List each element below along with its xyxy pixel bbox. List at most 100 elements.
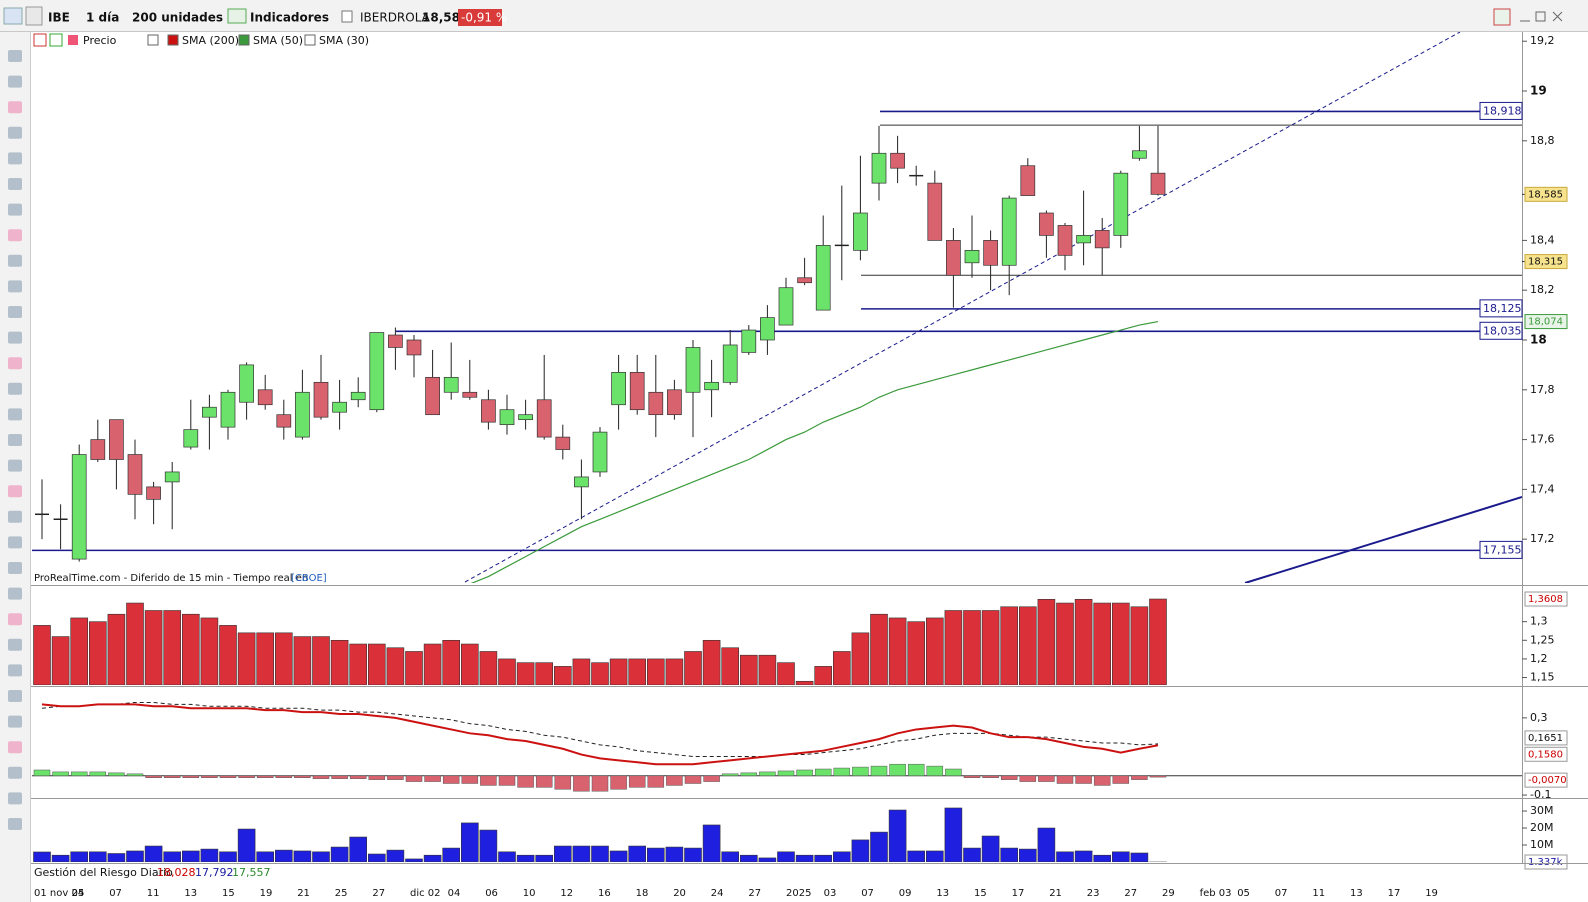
candle-body — [406, 339, 422, 356]
candle-body — [313, 381, 329, 418]
x-tick-label: 20 — [673, 888, 686, 899]
bar — [832, 651, 851, 685]
histogram-bar — [405, 775, 423, 782]
tool-icon[interactable] — [8, 587, 22, 600]
source-exchange: [CBOE] — [291, 573, 327, 584]
units[interactable]: 200 unidades — [132, 11, 223, 25]
tool-icon[interactable] — [8, 408, 22, 421]
tool-icon[interactable] — [8, 562, 22, 574]
candle-body — [722, 344, 738, 383]
bar — [925, 617, 944, 685]
tool-icon[interactable] — [8, 715, 22, 728]
add-icon[interactable] — [49, 33, 63, 47]
add-icon[interactable] — [33, 33, 47, 47]
refresh-icon[interactable] — [1493, 8, 1511, 26]
tool-icon[interactable] — [8, 690, 22, 702]
y-tick-label: -0,1 — [1530, 788, 1551, 801]
toolbar-bg — [0, 0, 1588, 32]
tool-icon[interactable] — [8, 254, 22, 267]
bar — [516, 854, 535, 862]
tool-icon[interactable] — [8, 638, 22, 651]
legend-swatch — [167, 34, 179, 46]
tool-icon[interactable] — [8, 152, 22, 165]
histogram-bar — [554, 775, 572, 790]
menu-icon[interactable] — [3, 7, 23, 25]
x-tick-label: 13 — [184, 888, 197, 899]
footer-value: 17,792 — [195, 866, 234, 879]
tool-icon[interactable] — [8, 203, 22, 216]
tool-icon[interactable] — [8, 818, 22, 830]
candle-body — [164, 471, 180, 483]
histogram-bar — [982, 775, 999, 778]
tool-icon[interactable] — [8, 50, 22, 62]
candle-body — [332, 401, 347, 413]
bar — [963, 847, 981, 862]
indicators[interactable]: Indicadores — [250, 11, 329, 25]
x-tick-label: 21 — [1049, 888, 1062, 899]
tool-icon[interactable] — [8, 536, 22, 549]
footer-value: 18,028 — [157, 866, 196, 879]
y-tick-label: 18,4 — [1530, 233, 1555, 246]
candle-body — [257, 389, 273, 406]
bar — [814, 666, 833, 685]
candle-body — [574, 476, 589, 488]
tool-icon[interactable] — [8, 101, 22, 114]
y-tick-label: 17,8 — [1530, 383, 1555, 396]
histogram-bar — [945, 768, 962, 777]
period[interactable]: 1 día — [86, 11, 119, 25]
tool-icon[interactable] — [8, 229, 22, 242]
tool-icon[interactable] — [8, 459, 22, 472]
y-tick-label: 18 — [1530, 332, 1547, 346]
tool-icon[interactable] — [8, 664, 22, 677]
footer-value: 17,557 — [232, 866, 271, 879]
bar — [237, 828, 256, 862]
bar — [126, 602, 144, 685]
maximize[interactable] — [1535, 11, 1546, 22]
bar — [702, 639, 721, 685]
tool-icon[interactable] — [8, 331, 22, 344]
tool-icon[interactable] — [8, 382, 22, 395]
tool-icon[interactable] — [8, 741, 22, 754]
panel — [33, 807, 1167, 862]
tool-column — [0, 32, 31, 902]
tool-icon[interactable] — [8, 75, 22, 88]
histogram-bar — [145, 775, 162, 778]
tool-icon[interactable] — [8, 126, 22, 139]
histogram-bar — [1038, 775, 1055, 782]
tool-icon[interactable] — [8, 306, 22, 318]
histogram-bar — [907, 763, 925, 777]
legend-label: SMA (50) — [253, 34, 303, 47]
tool-icon[interactable] — [8, 434, 22, 446]
close[interactable] — [1552, 11, 1563, 22]
candle-body — [202, 406, 217, 418]
level-label: 18,035 — [1483, 324, 1522, 337]
indicators-icon[interactable] — [227, 8, 247, 24]
bar — [144, 845, 163, 862]
tool-icon[interactable] — [8, 178, 22, 190]
axis-bg — [1522, 32, 1588, 863]
candle-body — [555, 436, 571, 450]
list-icon[interactable] — [147, 34, 159, 46]
candle-body — [704, 381, 719, 391]
histogram-bar — [480, 775, 497, 786]
x-tick-label: feb 03 — [1200, 888, 1232, 899]
tool-icon[interactable] — [8, 485, 22, 498]
x-tick-label: dic 02 — [410, 888, 441, 899]
y-tick-label: 17,4 — [1530, 482, 1555, 495]
histogram-bar — [70, 771, 88, 777]
link-icon[interactable] — [25, 6, 43, 26]
tool-icon[interactable] — [8, 613, 22, 626]
y-tick-label: 18,8 — [1530, 134, 1555, 147]
tool-icon[interactable] — [8, 510, 22, 523]
tool-icon[interactable] — [8, 792, 22, 805]
bar — [721, 851, 740, 862]
info-icon[interactable] — [341, 10, 353, 23]
tool-icon[interactable] — [8, 766, 22, 779]
bar — [33, 625, 51, 685]
bar — [498, 851, 516, 862]
bar — [628, 658, 647, 685]
symbol[interactable]: IBE — [48, 11, 70, 25]
bar — [1093, 602, 1111, 685]
tool-icon[interactable] — [8, 280, 22, 293]
tool-icon[interactable] — [8, 357, 22, 370]
